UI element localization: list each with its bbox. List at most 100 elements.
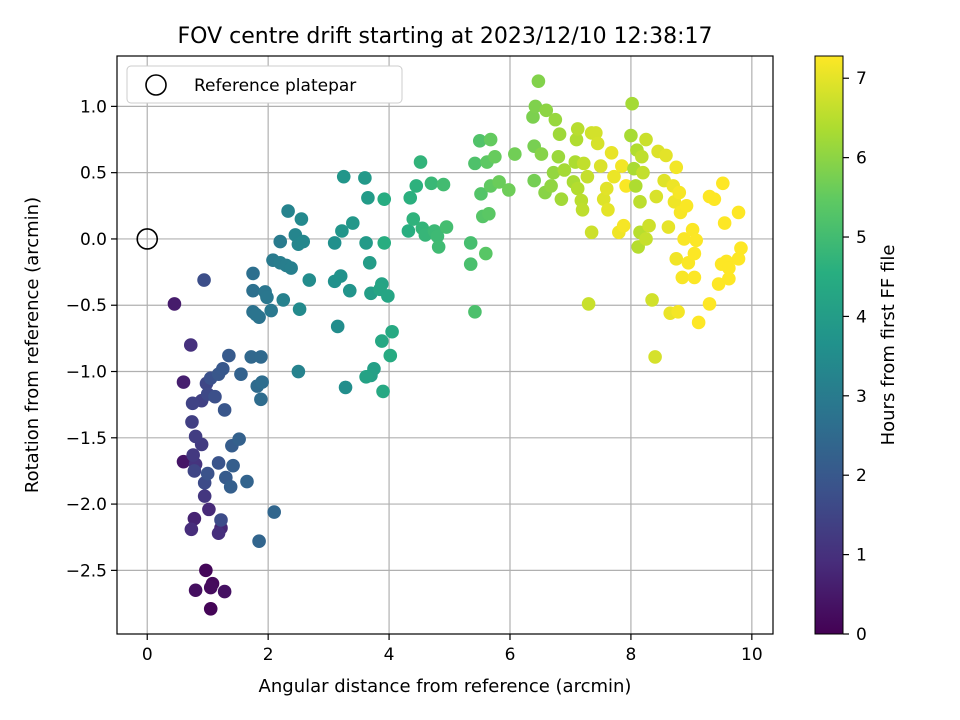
x-tick-label: 0: [142, 645, 153, 665]
data-point: [208, 389, 222, 404]
y-tick-label: 1.0: [80, 97, 107, 117]
data-point: [649, 189, 664, 204]
data-point: [544, 179, 558, 193]
data-point: [327, 236, 342, 250]
data-point: [197, 489, 212, 503]
data-point: [255, 375, 269, 389]
colorbar-tick-label: 0: [856, 625, 867, 645]
data-point: [217, 403, 232, 417]
data-point: [722, 271, 736, 286]
data-point: [284, 261, 298, 275]
y-axis-ticks: −2.5 −2.0 −1.5 −1.0 −0.5 0.0 0.5 1.0: [66, 97, 117, 581]
data-point: [596, 192, 611, 206]
data-point: [624, 128, 638, 143]
data-point: [342, 283, 357, 298]
data-point: [260, 290, 274, 305]
data-point: [687, 246, 702, 261]
data-point: [717, 216, 732, 230]
data-point: [202, 502, 216, 517]
data-point: [468, 156, 482, 171]
x-tick-label: 10: [741, 645, 763, 665]
data-point: [501, 183, 516, 197]
data-point: [675, 270, 690, 285]
data-point: [633, 195, 647, 209]
data-point: [203, 602, 218, 616]
data-point: [252, 534, 266, 549]
legend-entry-reference: Reference platepar: [194, 76, 356, 96]
data-point: [599, 181, 614, 196]
data-point: [223, 480, 238, 494]
data-point: [336, 169, 351, 184]
data-point: [584, 225, 599, 240]
data-point: [197, 273, 211, 287]
colorbar-gradient: [814, 55, 844, 635]
data-point: [376, 384, 390, 399]
data-point: [249, 307, 263, 322]
data-point: [167, 297, 182, 311]
colorbar-ticks: 0 1 2 3 4 5 6 7: [843, 69, 867, 645]
data-point: [200, 466, 215, 481]
data-point: [619, 179, 633, 193]
data-point: [436, 177, 451, 192]
data-point: [636, 165, 650, 180]
data-point: [557, 163, 572, 177]
data-point: [508, 147, 522, 161]
y-tick-label: 0.5: [80, 164, 107, 184]
data-point: [185, 415, 199, 429]
data-point: [358, 171, 372, 185]
data-point: [468, 305, 482, 319]
data-point: [463, 236, 478, 250]
data-point: [615, 159, 629, 173]
data-point: [330, 319, 345, 334]
data-point: [685, 222, 700, 237]
reference-point-marker: [136, 228, 159, 250]
data-point: [385, 324, 399, 339]
data-point: [472, 134, 487, 148]
data-point: [601, 202, 615, 217]
x-axis-ticks: 0 2 4 6 8 10: [142, 634, 763, 665]
data-point: [702, 297, 717, 311]
data-point: [377, 192, 392, 206]
data-point: [359, 236, 373, 250]
data-point: [527, 173, 541, 188]
data-point: [211, 456, 226, 470]
data-point: [184, 522, 199, 537]
data-point: [581, 297, 596, 311]
data-point: [645, 293, 659, 307]
y-tick-label: −0.5: [66, 296, 107, 316]
data-point: [635, 149, 649, 164]
data-point: [292, 302, 307, 317]
data-point: [361, 191, 375, 205]
data-point: [335, 224, 349, 238]
data-point: [616, 218, 631, 233]
data-point: [722, 261, 736, 275]
y-axis-label: Rotation from reference (arcmin): [22, 197, 43, 493]
data-point: [576, 156, 591, 171]
data-point: [671, 305, 685, 319]
data-point: [187, 511, 202, 526]
data-point: [362, 256, 377, 270]
colorbar-tick-label: 1: [856, 546, 867, 566]
data-point: [185, 396, 200, 411]
data-point: [531, 74, 546, 88]
grid-lines: [117, 56, 773, 634]
data-point: [691, 315, 706, 330]
data-point: [203, 580, 218, 595]
data-point: [254, 392, 268, 407]
data-point: [381, 289, 395, 303]
data-point: [338, 380, 353, 395]
data-point: [226, 458, 240, 473]
y-tick-label: −1.0: [66, 363, 107, 383]
data-point: [590, 136, 605, 151]
colorbar-tick-label: 3: [856, 387, 867, 407]
data-point: [383, 348, 398, 363]
data-point: [552, 127, 567, 142]
data-point: [593, 159, 608, 173]
data-point: [188, 429, 203, 444]
chart-title: FOV centre drift starting at 2023/12/10 …: [178, 24, 713, 49]
legend: Reference platepar: [126, 65, 403, 104]
data-point: [639, 132, 653, 147]
data-point: [244, 350, 259, 364]
y-tick-label: 0.0: [80, 230, 107, 250]
